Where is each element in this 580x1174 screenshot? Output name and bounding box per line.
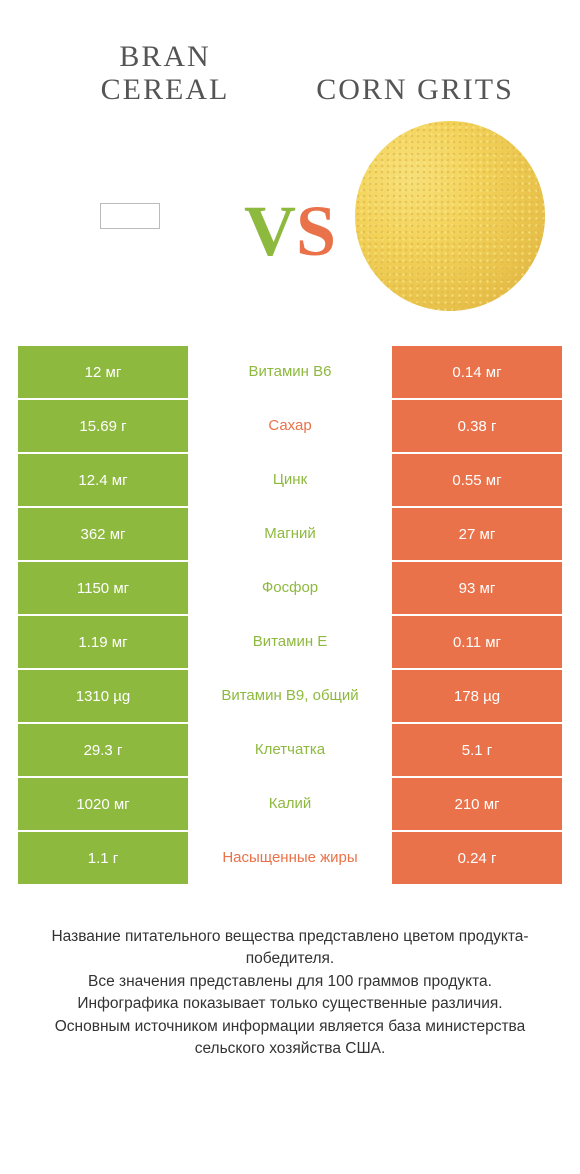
footer-line-2: Все значения представлены для 100 граммо… <box>24 971 556 993</box>
left-value: 1310 µg <box>18 670 188 722</box>
nutrient-name: Фосфор <box>188 562 392 614</box>
left-title-line1: BRAN <box>119 40 210 73</box>
right-value: 210 мг <box>392 778 562 830</box>
table-row: 1.1 гНасыщенные жиры0.24 г <box>18 832 562 886</box>
nutrient-name: Калий <box>188 778 392 830</box>
table-row: 12 мгВитамин B60.14 мг <box>18 346 562 400</box>
left-value: 1150 мг <box>18 562 188 614</box>
right-title: CORN GRITS <box>316 73 514 106</box>
footer-line-1: Название питательного вещества представл… <box>24 926 556 971</box>
vs-v: V <box>244 191 296 271</box>
right-value: 0.14 мг <box>392 346 562 398</box>
table-row: 1020 мгКалий210 мг <box>18 778 562 832</box>
nutrient-name: Клетчатка <box>188 724 392 776</box>
right-value: 93 мг <box>392 562 562 614</box>
right-value: 0.11 мг <box>392 616 562 668</box>
right-image-slot <box>350 116 550 316</box>
left-image-slot <box>30 116 230 316</box>
left-value: 362 мг <box>18 508 188 560</box>
left-title-line2: CEREAL <box>101 73 230 106</box>
left-value: 15.69 г <box>18 400 188 452</box>
right-value: 178 µg <box>392 670 562 722</box>
left-value: 1020 мг <box>18 778 188 830</box>
nutrient-name: Сахар <box>188 400 392 452</box>
comparison-table: 12 мгВитамин B60.14 мг15.69 гСахар0.38 г… <box>0 346 580 886</box>
nutrient-name: Витамин B9, общий <box>188 670 392 722</box>
right-value: 0.38 г <box>392 400 562 452</box>
table-row: 362 мгМагний27 мг <box>18 508 562 562</box>
left-value: 1.19 мг <box>18 616 188 668</box>
table-row: 1310 µgВитамин B9, общий178 µg <box>18 670 562 724</box>
right-product-title: CORN GRITS <box>290 40 540 106</box>
nutrient-name: Витамин E <box>188 616 392 668</box>
left-value: 29.3 г <box>18 724 188 776</box>
vs-label: VS <box>244 195 336 267</box>
nutrient-name: Магний <box>188 508 392 560</box>
table-row: 1.19 мгВитамин E0.11 мг <box>18 616 562 670</box>
left-product-title: BRAN CEREAL <box>40 40 290 106</box>
bran-cereal-image-placeholder <box>100 203 160 229</box>
footer-line-4: Основным источником информации является … <box>24 1016 556 1061</box>
table-row: 29.3 гКлетчатка5.1 г <box>18 724 562 778</box>
corn-grits-image <box>355 121 545 311</box>
left-value: 12 мг <box>18 346 188 398</box>
left-value: 1.1 г <box>18 832 188 884</box>
header: BRAN CEREAL CORN GRITS <box>0 0 580 116</box>
right-value: 5.1 г <box>392 724 562 776</box>
left-value: 12.4 мг <box>18 454 188 506</box>
right-value: 27 мг <box>392 508 562 560</box>
table-row: 12.4 мгЦинк0.55 мг <box>18 454 562 508</box>
images-row: VS <box>0 116 580 346</box>
nutrient-name: Насыщенные жиры <box>188 832 392 884</box>
right-value: 0.55 мг <box>392 454 562 506</box>
table-row: 15.69 гСахар0.38 г <box>18 400 562 454</box>
nutrient-name: Витамин B6 <box>188 346 392 398</box>
nutrient-name: Цинк <box>188 454 392 506</box>
footer-line-3: Инфографика показывает только существенн… <box>24 993 556 1015</box>
right-value: 0.24 г <box>392 832 562 884</box>
vs-s: S <box>296 191 336 271</box>
footer-notes: Название питательного вещества представл… <box>0 886 580 1061</box>
table-row: 1150 мгФосфор93 мг <box>18 562 562 616</box>
